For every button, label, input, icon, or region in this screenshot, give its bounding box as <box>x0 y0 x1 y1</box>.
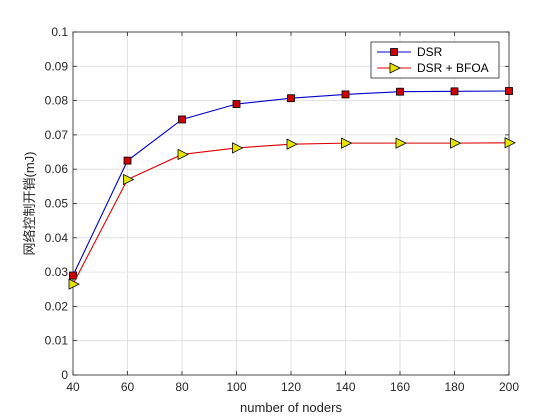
y-tick-label: 0.05 <box>45 197 69 211</box>
data-point <box>178 115 186 124</box>
data-point <box>177 148 189 161</box>
data-point <box>341 137 353 149</box>
data-point <box>68 278 80 290</box>
x-tick-label: 60 <box>121 380 135 394</box>
y-tick-label: 0.08 <box>45 94 69 108</box>
series-2 <box>68 137 516 290</box>
x-tick-label: 80 <box>175 380 189 394</box>
data-point <box>123 156 132 165</box>
legend-label: DSR <box>417 45 443 59</box>
legend: DSR DSR + BFOA <box>370 41 500 79</box>
y-axis-label: 网络控制开销(mJ) <box>22 152 37 256</box>
data-point <box>505 87 513 95</box>
legend-item: DSR <box>377 45 443 59</box>
data-point <box>286 138 298 150</box>
data-point <box>450 137 462 149</box>
y-tick-label: 0.03 <box>45 265 69 279</box>
data-point <box>232 100 241 108</box>
data-point <box>450 87 459 96</box>
data-point <box>287 94 295 103</box>
axis-ticks: 40 60 80 100 120 140 160 180 200 0 0.01 0.02 0.03 0.0… <box>45 25 520 394</box>
x-tick-label: 140 <box>335 380 355 394</box>
data-point <box>396 87 404 96</box>
y-tick-label: 0.06 <box>45 162 69 176</box>
x-tick-label: 180 <box>444 380 464 394</box>
data-point <box>395 137 407 149</box>
y-tick-label: 0 <box>61 368 68 382</box>
y-tick-label: 0.02 <box>45 299 69 313</box>
legend-marker <box>390 48 398 56</box>
y-tick-label: 0.09 <box>45 59 69 73</box>
x-tick-label: 200 <box>499 380 519 394</box>
data-point <box>504 137 516 149</box>
legend-item: DSR + BFOA <box>377 61 489 75</box>
series-1 <box>69 87 513 280</box>
data-point <box>123 173 135 186</box>
legend-label: DSR + BFOA <box>417 61 489 75</box>
y-tick-label: 0.01 <box>45 334 69 348</box>
x-tick-label: 160 <box>390 380 410 394</box>
y-tick-label: 0.1 <box>51 25 68 39</box>
x-tick-label: 120 <box>281 380 301 394</box>
y-tick-label: 0.07 <box>45 128 69 142</box>
x-tick-label: 40 <box>66 380 80 394</box>
series-layer <box>68 87 516 290</box>
data-point <box>69 271 77 280</box>
legend-marker <box>389 62 401 74</box>
x-axis-label: number of noders <box>240 400 342 415</box>
y-tick-label: 0.04 <box>45 231 69 245</box>
data-point <box>341 90 350 99</box>
x-tick-label: 100 <box>226 380 246 394</box>
data-point <box>232 142 244 154</box>
